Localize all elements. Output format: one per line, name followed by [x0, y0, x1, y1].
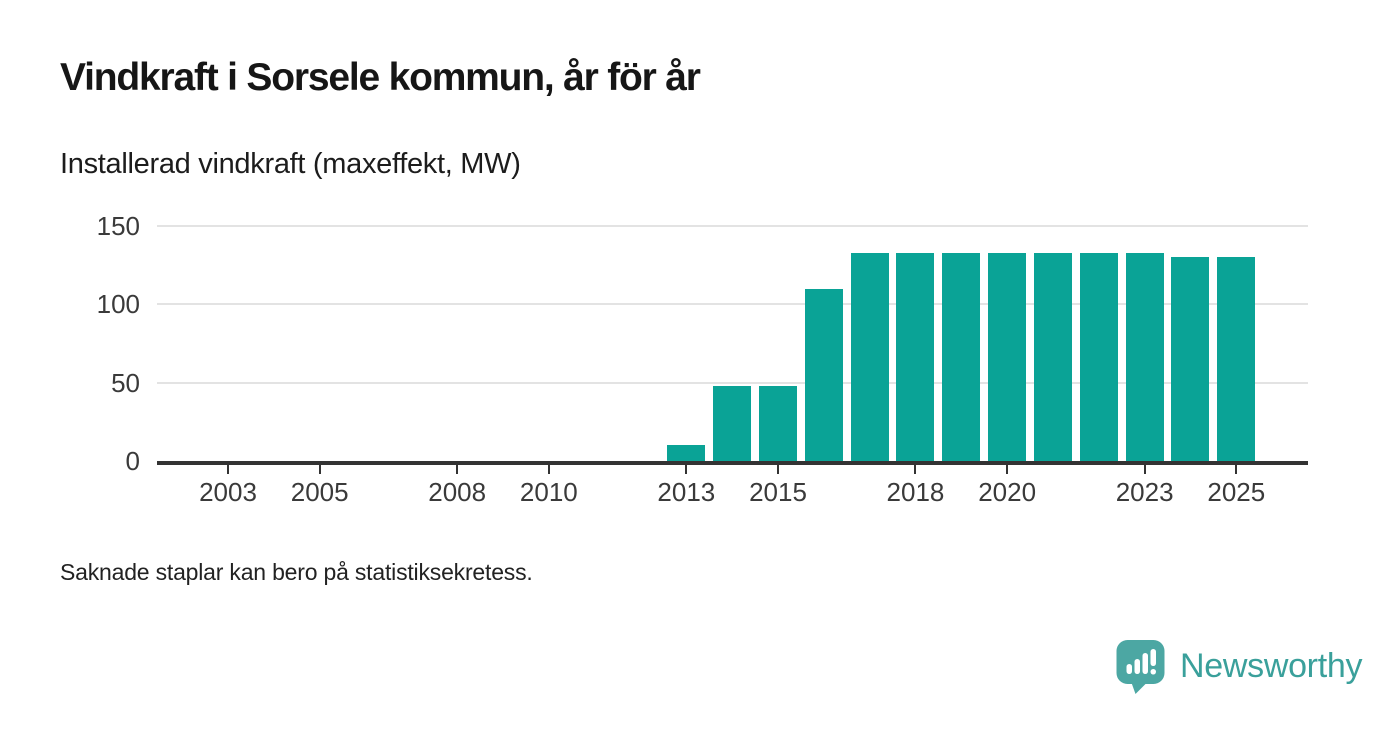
x-tick-2025	[1235, 465, 1238, 474]
bar-2015	[758, 385, 797, 461]
x-axis-label-2010: 2010	[519, 477, 578, 507]
x-axis-label-2020: 2020	[978, 477, 1037, 507]
x-tick-2013	[685, 465, 688, 474]
y-axis-label-50: 50	[111, 367, 140, 398]
newsworthy-icon	[1113, 638, 1168, 694]
newsworthy-logo: Newsworthy	[1113, 638, 1362, 694]
x-axis-label-2015: 2015	[749, 477, 807, 507]
bar-2016	[804, 288, 843, 461]
x-tick-2005	[318, 465, 321, 474]
x-axis-label-2003: 2003	[199, 477, 257, 507]
x-tick-2010	[547, 465, 550, 474]
bar-2017	[850, 252, 889, 461]
x-axis-label-2013: 2013	[657, 477, 716, 507]
x-axis-label-2025: 2025	[1207, 477, 1266, 507]
bar-2014	[713, 385, 752, 461]
y-axis-label-0: 0	[125, 446, 140, 476]
x-tick-2015	[776, 465, 779, 474]
bar-2024	[1171, 257, 1210, 461]
x-axis-label-2023: 2023	[1115, 477, 1174, 507]
gridline-150	[157, 225, 1308, 227]
x-axis-line	[157, 461, 1308, 465]
bar-2018	[896, 252, 935, 461]
newsworthy-wordmark: Newsworthy	[1180, 646, 1363, 685]
bar-2020	[988, 252, 1027, 461]
bar-2023	[1125, 252, 1164, 461]
bar-2019	[942, 252, 981, 461]
x-tick-2023	[1143, 465, 1146, 474]
y-axis-label-100: 100	[96, 289, 140, 320]
x-axis-label-2008: 2008	[428, 477, 487, 507]
x-tick-2018	[914, 465, 917, 474]
chart-title: Vindkraft i Sorsele kommun, år för år	[60, 56, 701, 99]
chart-subtitle: Installerad vindkraft (maxeffekt, MW)	[60, 148, 521, 180]
x-tick-2003	[227, 465, 230, 474]
gridline-50	[157, 381, 1308, 384]
bar-2021	[1033, 252, 1072, 461]
x-axis-label-2005: 2005	[290, 477, 349, 507]
bar-2022	[1079, 252, 1118, 461]
bar-2013	[667, 445, 706, 461]
x-axis-label-2018: 2018	[886, 477, 945, 507]
x-tick-2008	[456, 465, 459, 474]
footnote: Saknade staplar kan bero på statistiksek…	[60, 559, 533, 585]
bar-2025	[1217, 257, 1256, 461]
y-axis-label-150: 150	[96, 211, 140, 241]
gridline-100	[157, 303, 1308, 306]
x-tick-2020	[1006, 465, 1009, 474]
